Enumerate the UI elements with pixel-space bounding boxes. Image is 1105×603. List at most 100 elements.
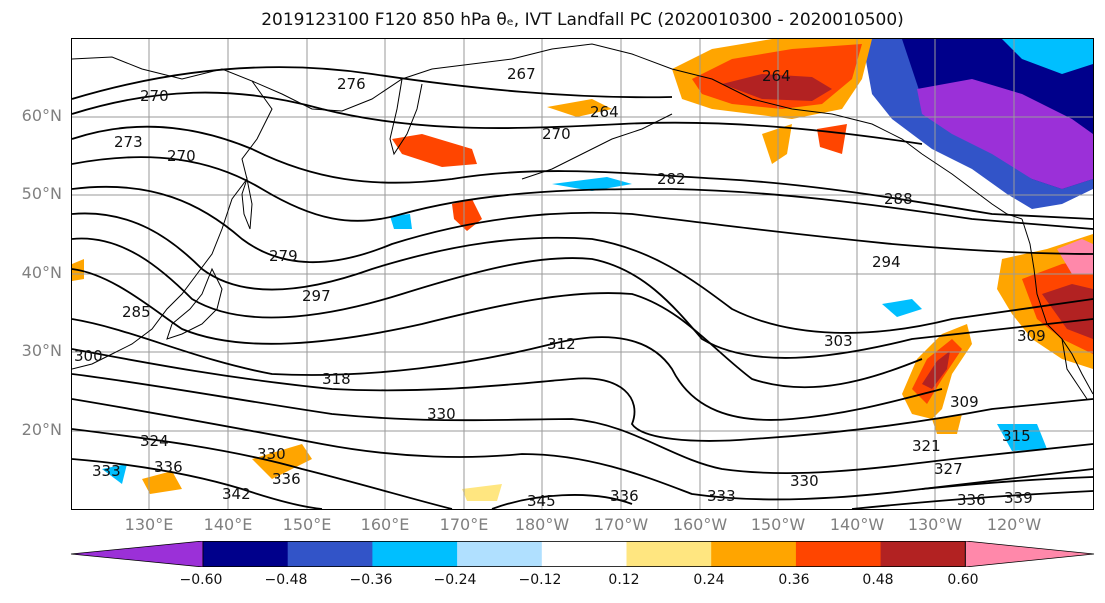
colorbar-bins xyxy=(70,541,1095,567)
contour-label: 345 xyxy=(527,492,556,509)
lon-label-140w: 140°W xyxy=(829,515,885,534)
map-frame: 270 276 267 264 264 273 270 270 282 288 … xyxy=(71,38,1094,510)
contour-label: 276 xyxy=(337,75,366,93)
lon-label-180w: 180°W xyxy=(514,515,570,534)
contour-label: 294 xyxy=(872,253,901,271)
contour-label: 264 xyxy=(762,67,791,85)
colorbar-bin xyxy=(795,541,882,567)
contour-label: 282 xyxy=(657,170,686,188)
contour-line xyxy=(72,237,1093,359)
contour-line xyxy=(921,476,1093,490)
contour-label: 300 xyxy=(74,347,103,365)
contour-label: 321 xyxy=(912,437,941,455)
lon-label-120w: 120°W xyxy=(986,515,1042,534)
lon-label-150e: 150°E xyxy=(282,515,332,534)
lat-label-50n: 50°N xyxy=(21,184,62,203)
contour-line xyxy=(851,490,1093,509)
coast-asia xyxy=(72,56,273,370)
negative-shading-aleutian xyxy=(552,177,632,191)
positive-shading-alaska-core xyxy=(722,74,832,101)
lon-label-130w: 130°W xyxy=(907,515,963,534)
contour-label: 267 xyxy=(507,65,536,83)
contour-label: 336 xyxy=(154,458,183,476)
contour-label: 330 xyxy=(790,472,819,490)
positive-shading-california-core xyxy=(1042,284,1093,339)
coast-alaska xyxy=(511,43,923,155)
contour-labels: 270 276 267 264 264 273 270 270 282 288 … xyxy=(74,65,1046,509)
lon-label-140e: 140°E xyxy=(203,515,253,534)
positive-shading-aleutian xyxy=(547,99,612,117)
contour-label: 270 xyxy=(167,147,196,165)
contour-label: 285 xyxy=(122,303,151,321)
colorbar-bin xyxy=(287,541,373,567)
colorbar-bin xyxy=(457,541,543,567)
contour-line xyxy=(72,348,1093,442)
contour-label: 297 xyxy=(302,287,331,305)
contour-label: 342 xyxy=(222,485,251,503)
contour-line xyxy=(72,66,673,100)
colorbar-tick-label: −0.48 xyxy=(264,572,308,588)
contour-label: 309 xyxy=(950,393,979,411)
coast-japan xyxy=(166,267,223,340)
colorbar-tick-label: −0.12 xyxy=(518,572,562,588)
map-title: 2019123100 F120 850 hPa θₑ, IVT Landfall… xyxy=(261,10,904,30)
contour-label: 288 xyxy=(884,190,913,208)
contour-label: 333 xyxy=(92,462,121,480)
colorbar-bin xyxy=(626,541,712,567)
contour-label: 336 xyxy=(957,491,986,509)
colorbar-tick-label: 0.24 xyxy=(693,572,725,588)
colorbar-tick-label: −0.36 xyxy=(349,572,393,588)
colorbar-tick-label: 0.48 xyxy=(862,572,894,588)
colorbar-tick-label: −0.24 xyxy=(433,572,477,588)
negative-shading-gulf-top xyxy=(1002,39,1093,74)
contour-label: 309 xyxy=(1017,327,1046,345)
contour-line xyxy=(72,268,923,389)
contour-line xyxy=(72,185,1093,264)
colorbar-outline xyxy=(202,541,966,567)
colorbar-tick-label: 0.36 xyxy=(778,572,810,588)
coast-sakhalin xyxy=(241,177,253,230)
contour-line xyxy=(491,494,633,509)
contour-label: 333 xyxy=(707,487,736,505)
contour-line xyxy=(72,373,1093,475)
contour-label: 327 xyxy=(934,460,963,478)
colorbar-bin xyxy=(880,541,966,567)
colorbar-bin xyxy=(203,541,289,567)
contour-label: 336 xyxy=(610,487,639,505)
contour-label: 273 xyxy=(114,133,143,151)
contour-line xyxy=(72,212,1093,334)
positive-shading-kamchatka xyxy=(392,134,477,167)
contour-line xyxy=(72,398,1093,501)
contour-label: 270 xyxy=(542,125,571,143)
colorbar-bin xyxy=(70,541,204,567)
lon-label-170w: 170°W xyxy=(593,515,649,534)
contour-layer xyxy=(72,66,1093,509)
colorbar xyxy=(70,541,1095,567)
contour-label: 312 xyxy=(547,335,576,353)
positive-shading-alaska-small2 xyxy=(817,124,847,154)
positive-shading-alaska-small xyxy=(762,124,792,164)
shading-layer xyxy=(72,39,1093,501)
coast-kamchatka xyxy=(389,78,423,156)
contour-line xyxy=(72,91,923,145)
colorbar-bin xyxy=(372,541,458,567)
positive-shading-california-pink xyxy=(1057,239,1093,274)
contour-label: 279 xyxy=(269,247,298,265)
negative-shading-west-tropics xyxy=(102,464,127,484)
contour-label: 264 xyxy=(590,103,619,121)
coast-baja xyxy=(1061,338,1088,400)
negative-shading-gulf-core xyxy=(917,79,1093,189)
colorbar-bin xyxy=(541,541,627,567)
contour-line xyxy=(72,318,943,421)
map-canvas: 270 276 267 264 264 273 270 270 282 288 … xyxy=(72,39,1093,509)
lon-label-150w: 150°W xyxy=(750,515,806,534)
contour-label: 315 xyxy=(1002,427,1031,445)
lon-label-160e: 160°E xyxy=(360,515,410,534)
positive-shading-west-tropics2 xyxy=(142,471,182,494)
colorbar-bin xyxy=(964,541,1095,567)
lon-label-160w: 160°W xyxy=(672,515,728,534)
colorbar-tick-label: 0.60 xyxy=(947,572,979,588)
positive-shading-plume-core xyxy=(922,351,950,389)
contour-label: 324 xyxy=(140,432,169,450)
